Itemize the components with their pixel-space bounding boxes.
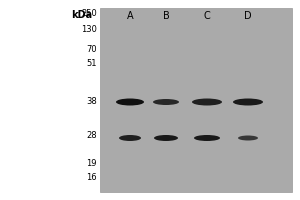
Ellipse shape [194, 135, 220, 141]
Text: 130: 130 [81, 25, 97, 34]
Text: B: B [163, 11, 170, 21]
Text: 38: 38 [86, 98, 97, 106]
Ellipse shape [116, 98, 144, 106]
Text: 250: 250 [81, 9, 97, 19]
Text: 28: 28 [86, 130, 97, 140]
Text: 19: 19 [86, 158, 97, 168]
Text: A: A [127, 11, 133, 21]
Text: 51: 51 [86, 58, 97, 68]
Text: C: C [204, 11, 210, 21]
Ellipse shape [238, 136, 258, 140]
Ellipse shape [154, 135, 178, 141]
Bar [100, 8, 292, 192]
Text: 70: 70 [86, 46, 97, 54]
Ellipse shape [233, 98, 263, 106]
Ellipse shape [153, 99, 179, 105]
Ellipse shape [192, 98, 222, 106]
Text: kDa: kDa [71, 10, 93, 20]
Ellipse shape [119, 135, 141, 141]
Text: 16: 16 [86, 172, 97, 182]
Text: D: D [244, 11, 252, 21]
